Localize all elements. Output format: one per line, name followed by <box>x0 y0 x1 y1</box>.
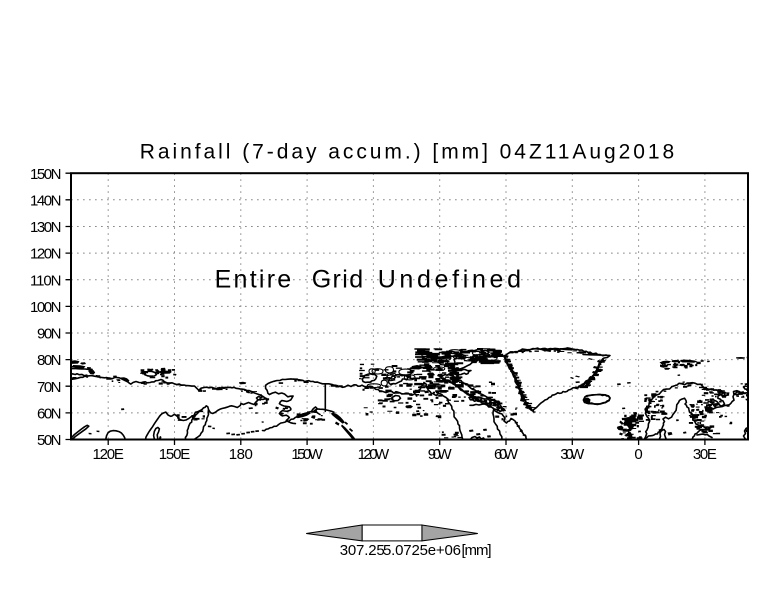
svg-text:30W: 30W <box>560 446 585 463</box>
svg-text:120N: 120N <box>30 246 62 263</box>
svg-text:80N: 80N <box>37 352 62 369</box>
svg-text:120W: 120W <box>358 446 390 463</box>
svg-text:50N: 50N <box>37 432 62 449</box>
svg-text:5.0725e+06: 5.0725e+06 <box>383 542 461 559</box>
svg-text:70N: 70N <box>37 379 62 396</box>
svg-text:140N: 140N <box>30 192 62 209</box>
svg-text:120E: 120E <box>92 446 124 463</box>
svg-text:307.25: 307.25 <box>340 542 385 559</box>
svg-text:Entire: Entire <box>215 265 292 293</box>
svg-text:60N: 60N <box>37 406 62 423</box>
svg-text:110N: 110N <box>30 272 62 289</box>
svg-text:0: 0 <box>634 446 642 463</box>
svg-text:130N: 130N <box>30 219 62 236</box>
svg-text:[mm]: [mm] <box>462 542 492 559</box>
svg-text:60W: 60W <box>494 446 519 463</box>
svg-text:Rainfall (7-day accum.) [mm] 0: Rainfall (7-day accum.) [mm] 04Z11Aug201… <box>140 141 674 164</box>
svg-text:150E: 150E <box>159 446 191 463</box>
svg-text:Grid: Grid <box>312 265 363 293</box>
svg-text:180: 180 <box>229 446 253 463</box>
svg-text:90N: 90N <box>37 326 62 343</box>
svg-text:90W: 90W <box>428 446 453 463</box>
svg-text:100N: 100N <box>30 299 62 316</box>
svg-text:150N: 150N <box>30 166 62 183</box>
svg-text:150W: 150W <box>291 446 323 463</box>
svg-text:30E: 30E <box>693 446 717 463</box>
